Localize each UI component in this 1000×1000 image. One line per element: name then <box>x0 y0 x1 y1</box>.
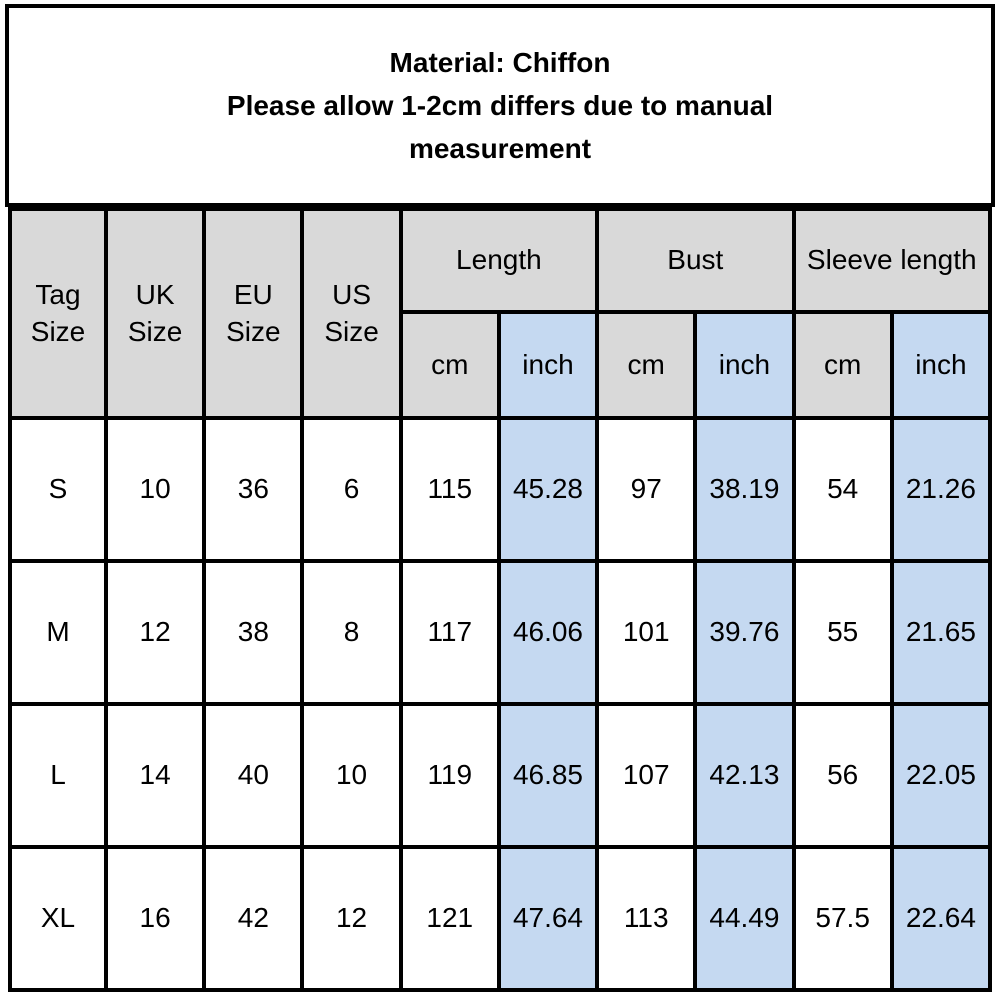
table-row-m: M 12 38 8 117 46.06 101 39.76 55 21.65 <box>8 559 993 706</box>
material-text: Material: Chiffon <box>389 47 611 78</box>
table-row-l: L 14 40 10 119 46.85 107 42.13 56 22.05 <box>8 702 993 849</box>
cell-sleeve-cm: 56 <box>791 702 894 849</box>
cell-us: 12 <box>300 845 403 992</box>
cell-length-cm: 117 <box>398 559 501 706</box>
group-header-row: Tag Size UK Size EU Size US Size Length … <box>8 207 993 420</box>
header-length-cm: cm <box>398 310 501 420</box>
cell-length-inch: 46.85 <box>496 702 600 849</box>
cell-length-cm: 119 <box>398 702 501 849</box>
header-length: Length <box>398 207 600 314</box>
header-bust-cm: cm <box>595 310 698 420</box>
header-sleeve-cm: cm <box>791 310 894 420</box>
header-length-inch: inch <box>496 310 600 420</box>
cell-tag: XL <box>8 845 108 992</box>
cell-sleeve-inch: 21.65 <box>889 559 993 706</box>
cell-sleeve-inch: 21.26 <box>889 416 993 563</box>
title-box: Material: Chiffon Please allow 1-2cm dif… <box>5 4 995 207</box>
cell-sleeve-cm: 57.5 <box>791 845 894 992</box>
cell-bust-cm: 101 <box>595 559 698 706</box>
header-bust: Bust <box>595 207 796 314</box>
cell-uk: 10 <box>103 416 207 563</box>
header-tag-size: Tag Size <box>8 207 108 420</box>
cell-eu: 40 <box>202 702 305 849</box>
cell-eu: 36 <box>202 416 305 563</box>
cell-bust-cm: 97 <box>595 416 698 563</box>
cell-sleeve-inch: 22.05 <box>889 702 993 849</box>
cell-uk: 16 <box>103 845 207 992</box>
cell-length-inch: 47.64 <box>496 845 600 992</box>
cell-sleeve-inch: 22.64 <box>889 845 993 992</box>
cell-eu: 42 <box>202 845 305 992</box>
cell-length-cm: 121 <box>398 845 501 992</box>
unit-header-row: cm inch cm inch cm inch <box>10 310 993 420</box>
cell-sleeve-cm: 54 <box>791 416 894 563</box>
header-uk-size: UK Size <box>103 207 207 420</box>
header-bust-inch: inch <box>693 310 796 420</box>
cell-eu: 38 <box>202 559 305 706</box>
cell-length-cm: 115 <box>398 416 501 563</box>
cell-us: 6 <box>300 416 403 563</box>
cell-tag: L <box>8 702 108 849</box>
header-sleeve-length: Sleeve length <box>791 207 993 314</box>
cell-length-inch: 46.06 <box>496 559 600 706</box>
table-row-xl: XL 16 42 12 121 47.64 113 44.49 57.5 22.… <box>8 845 993 992</box>
cell-sleeve-cm: 55 <box>791 559 894 706</box>
cell-bust-cm: 107 <box>595 702 698 849</box>
cell-bust-inch: 42.13 <box>693 702 796 849</box>
cell-us: 8 <box>300 559 403 706</box>
cell-length-inch: 45.28 <box>496 416 600 563</box>
measurement-note: Please allow 1-2cm differs due to manual… <box>226 90 774 164</box>
cell-us: 10 <box>300 702 403 849</box>
table-row-s: S 10 36 6 115 45.28 97 38.19 54 21.26 <box>8 416 993 563</box>
cell-bust-inch: 39.76 <box>693 559 796 706</box>
cell-tag: S <box>8 416 108 563</box>
size-table: Tag Size UK Size EU Size US Size Length … <box>8 207 993 992</box>
cell-tag: M <box>8 559 108 706</box>
cell-uk: 14 <box>103 702 207 849</box>
cell-bust-inch: 38.19 <box>693 416 796 563</box>
header-us-size: US Size <box>300 207 403 420</box>
cell-bust-inch: 44.49 <box>693 845 796 992</box>
cell-bust-cm: 113 <box>595 845 698 992</box>
cell-uk: 12 <box>103 559 207 706</box>
header-eu-size: EU Size <box>202 207 305 420</box>
header-sleeve-inch: inch <box>889 310 993 420</box>
